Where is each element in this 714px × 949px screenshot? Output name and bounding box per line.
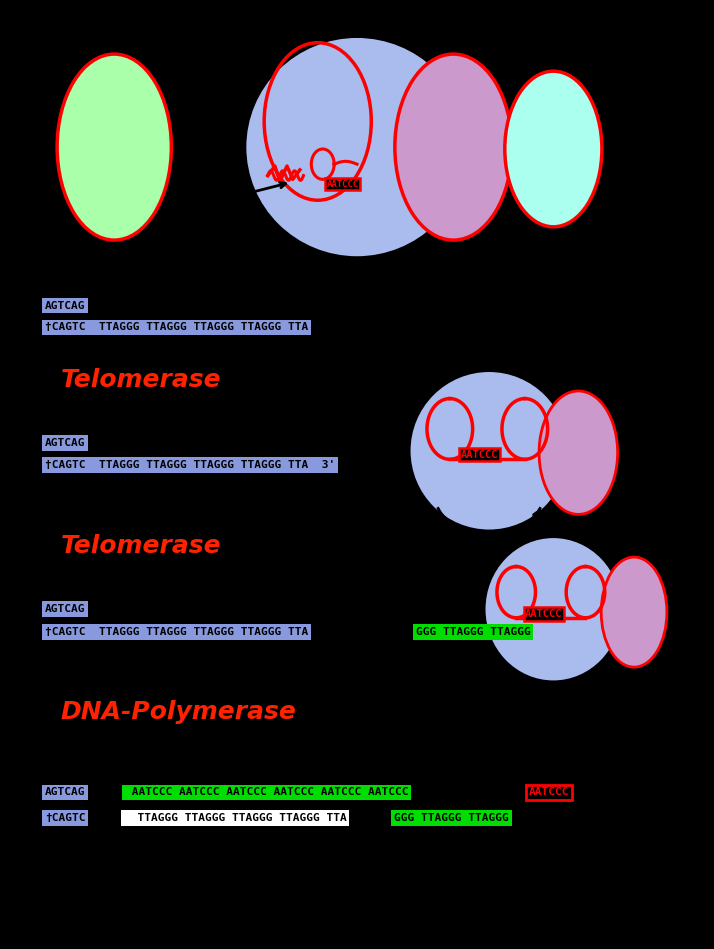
Ellipse shape	[486, 538, 621, 680]
Ellipse shape	[57, 54, 171, 240]
Ellipse shape	[395, 54, 512, 240]
Text: AATCCC: AATCCC	[526, 609, 563, 619]
Text: AATCCC AATCCC AATCCC AATCCC AATCCC AATCCC: AATCCC AATCCC AATCCC AATCCC AATCCC AATCC…	[125, 788, 408, 797]
Ellipse shape	[601, 557, 667, 667]
Text: †CAGTC  TTAGGG TTAGGG TTAGGG TTAGGG TTA: †CAGTC TTAGGG TTAGGG TTAGGG TTAGGG TTA	[45, 323, 308, 332]
Text: DNA-Polymerase: DNA-Polymerase	[61, 699, 296, 724]
Text: AATCCC: AATCCC	[326, 179, 359, 189]
Text: AATCCC: AATCCC	[461, 450, 498, 459]
Text: AGTCAG: AGTCAG	[45, 301, 86, 310]
Text: †CAGTC  TTAGGG TTAGGG TTAGGG TTAGGG TTA  3': †CAGTC TTAGGG TTAGGG TTAGGG TTAGGG TTA 3…	[45, 460, 336, 470]
Text: AATCCC: AATCCC	[528, 788, 569, 797]
Text: AGTCAG: AGTCAG	[45, 605, 86, 614]
Text: Telomerase: Telomerase	[61, 533, 221, 558]
Text: GGG TTAGGG TTAGGG: GGG TTAGGG TTAGGG	[416, 627, 531, 637]
Text: AGTCAG: AGTCAG	[45, 788, 86, 797]
Text: Telomerase: Telomerase	[61, 367, 221, 392]
Text: †CAGTC: †CAGTC	[45, 813, 86, 823]
Ellipse shape	[411, 372, 568, 530]
Ellipse shape	[505, 71, 602, 227]
Ellipse shape	[246, 38, 468, 256]
Ellipse shape	[539, 391, 618, 514]
Text: †CAGTC  TTAGGG TTAGGG TTAGGG TTAGGG TTA: †CAGTC TTAGGG TTAGGG TTAGGG TTAGGG TTA	[45, 627, 308, 637]
Text: TTAGGG TTAGGG TTAGGG TTAGGG TTA: TTAGGG TTAGGG TTAGGG TTAGGG TTA	[124, 813, 346, 823]
Text: AGTCAG: AGTCAG	[45, 438, 86, 448]
Text: GGG TTAGGG TTAGGG: GGG TTAGGG TTAGGG	[394, 813, 509, 823]
